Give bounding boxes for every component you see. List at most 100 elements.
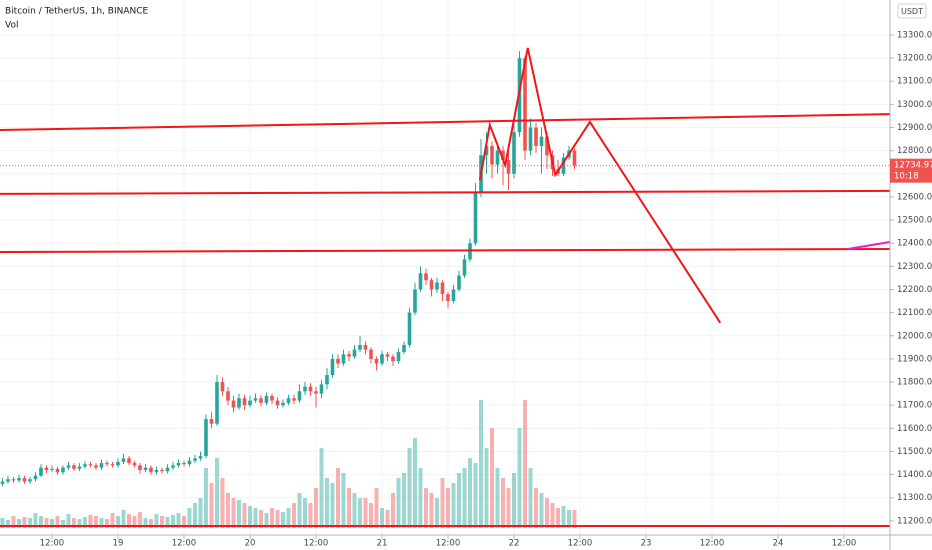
volume-bar bbox=[159, 516, 164, 528]
volume-bar bbox=[253, 508, 258, 528]
volume-bar bbox=[396, 478, 401, 528]
volume-bar bbox=[324, 478, 329, 528]
volume-bar bbox=[401, 473, 406, 528]
candle-body bbox=[33, 475, 38, 480]
candle-body bbox=[402, 345, 406, 352]
volume-bar bbox=[264, 513, 269, 528]
candle-body bbox=[490, 146, 494, 165]
volume-bar bbox=[523, 400, 528, 528]
x-tick-label: 12:00 bbox=[436, 539, 461, 549]
candle-body bbox=[39, 467, 43, 476]
candle-body bbox=[132, 463, 137, 466]
candle-body bbox=[281, 402, 285, 406]
volume-bar bbox=[192, 503, 197, 528]
volume-bar bbox=[517, 428, 522, 528]
volume-bar bbox=[412, 438, 417, 528]
x-tick-label: 22 bbox=[509, 539, 520, 549]
candle-body bbox=[512, 132, 516, 174]
candle-body bbox=[94, 465, 98, 468]
candle-body bbox=[17, 478, 21, 481]
x-tick-label: 12:00 bbox=[700, 539, 725, 549]
candle-body bbox=[369, 349, 373, 359]
volume-bar bbox=[0, 518, 5, 528]
volume-bar bbox=[484, 448, 489, 528]
candle-body bbox=[424, 273, 428, 281]
volume-bar bbox=[335, 468, 340, 528]
y-tick-label: 11500.00 bbox=[897, 447, 932, 457]
candle-body bbox=[242, 398, 247, 406]
volume-bar bbox=[225, 493, 230, 528]
volume-bar bbox=[539, 493, 544, 528]
candle-body bbox=[209, 419, 214, 424]
candle-body bbox=[171, 465, 175, 468]
volume-bar bbox=[104, 519, 109, 528]
volume-bar bbox=[187, 508, 192, 528]
volume-bar bbox=[143, 518, 148, 528]
currency[interactable]: USDT bbox=[901, 7, 923, 16]
volume-bar bbox=[16, 519, 21, 528]
candle-body bbox=[22, 478, 27, 482]
volume-bar bbox=[319, 448, 324, 528]
volume-bar bbox=[330, 483, 335, 528]
volume-bar bbox=[236, 500, 241, 528]
volume-bar bbox=[214, 458, 219, 528]
volume-bar bbox=[269, 508, 274, 528]
candle-body bbox=[380, 354, 384, 364]
candle-body bbox=[462, 259, 467, 276]
volume-bar bbox=[49, 519, 54, 528]
candle-body bbox=[154, 469, 159, 473]
candle-body bbox=[286, 398, 291, 403]
candle-body bbox=[429, 280, 434, 290]
volume-bar bbox=[374, 488, 379, 528]
candle-body bbox=[418, 273, 423, 290]
candle-body bbox=[259, 398, 263, 403]
volume-bar bbox=[467, 458, 472, 528]
candle-body bbox=[6, 479, 10, 482]
y-tick-label: 12600.00 bbox=[897, 192, 932, 202]
trend-drawing bbox=[478, 47, 722, 324]
volume-bar bbox=[11, 516, 16, 528]
candle-body bbox=[83, 464, 87, 467]
y-tick-label: 12100.00 bbox=[897, 308, 932, 318]
candle-body bbox=[484, 146, 489, 156]
volume-bar bbox=[5, 520, 10, 528]
trend-drawing bbox=[0, 189, 891, 195]
candle-body bbox=[220, 382, 225, 392]
x-tick-label: 12:00 bbox=[832, 539, 857, 549]
volume-bar bbox=[385, 510, 390, 528]
candle-body bbox=[187, 460, 192, 465]
volume-bar bbox=[170, 515, 175, 528]
volume-bar bbox=[501, 478, 506, 528]
volume-bar bbox=[423, 488, 428, 528]
volume-bar bbox=[231, 498, 236, 528]
volume-bar bbox=[181, 516, 186, 528]
candle-body bbox=[413, 289, 417, 313]
candle-body bbox=[523, 58, 527, 151]
volume-bar bbox=[82, 517, 87, 528]
last-price-label: 12734.97 bbox=[894, 161, 932, 171]
candle-body bbox=[358, 345, 362, 350]
volume-bar bbox=[368, 503, 373, 528]
volume-bar bbox=[556, 508, 561, 528]
candle-body bbox=[72, 465, 76, 469]
candle-body bbox=[440, 282, 445, 295]
y-tick-label: 12000.00 bbox=[897, 331, 932, 341]
candle-body bbox=[325, 375, 329, 385]
volume-bar bbox=[379, 508, 384, 528]
volume-bar bbox=[291, 503, 296, 528]
volume-bar bbox=[363, 498, 368, 528]
candle-body bbox=[446, 294, 450, 302]
volume-bar bbox=[33, 513, 38, 528]
currency-button[interactable] bbox=[897, 3, 927, 19]
chart-title: Bitcoin / TetherUS, 1h, BINANCE bbox=[5, 7, 149, 17]
candle-body bbox=[237, 398, 241, 408]
volume-bar bbox=[297, 493, 302, 528]
candle-body bbox=[385, 354, 390, 357]
volume-bar bbox=[247, 506, 252, 528]
trend-drawing bbox=[0, 113, 891, 132]
x-tick-label: 12:00 bbox=[568, 539, 593, 549]
volume-bar bbox=[93, 516, 98, 528]
volume-bar bbox=[456, 473, 461, 528]
volume-bar bbox=[572, 510, 577, 528]
candle-body bbox=[204, 419, 208, 457]
